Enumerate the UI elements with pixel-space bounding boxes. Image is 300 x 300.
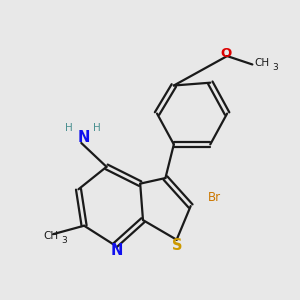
Text: S: S [172, 238, 182, 253]
Text: N: N [110, 243, 122, 258]
Text: CH: CH [255, 58, 270, 68]
Text: 3: 3 [272, 63, 278, 72]
Text: 3: 3 [61, 236, 67, 245]
Text: N: N [78, 130, 90, 146]
Text: CH: CH [44, 230, 59, 241]
Text: H: H [93, 123, 101, 134]
Text: Br: Br [208, 191, 220, 204]
Text: O: O [220, 47, 231, 60]
Text: H: H [65, 123, 73, 134]
